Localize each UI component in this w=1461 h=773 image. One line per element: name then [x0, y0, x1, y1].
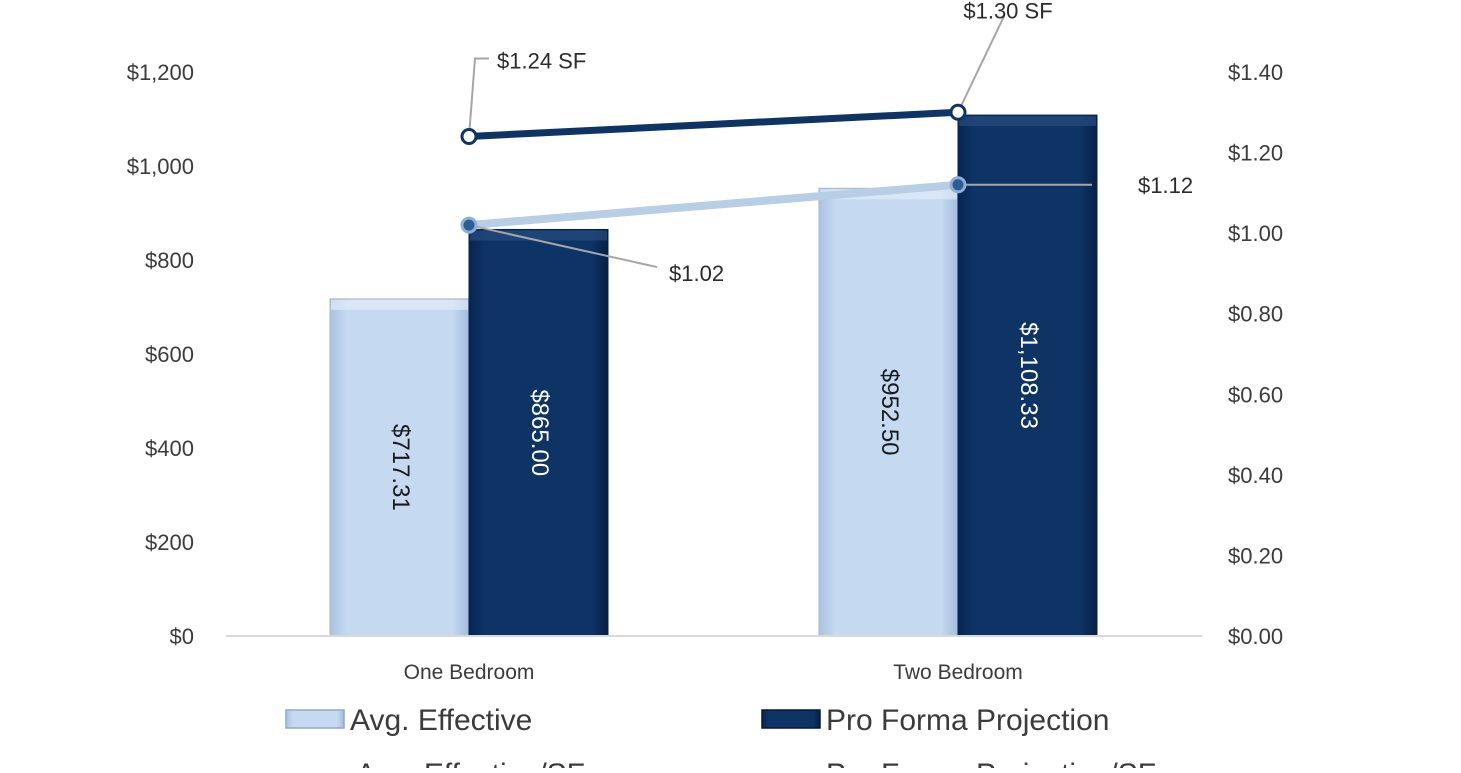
legend-item-avg-effective: Avg. Effective	[285, 704, 532, 737]
line-marker	[949, 103, 967, 121]
line-label-leader	[468, 224, 658, 269]
bar-avg-effective-bevel	[331, 299, 468, 310]
line-value-label: $1.12	[1138, 173, 1193, 198]
line-marker	[460, 216, 478, 234]
y2-tick-label: $0.20	[1228, 543, 1283, 568]
bars-layer	[329, 114, 1098, 637]
y-tick-label: $1,200	[127, 60, 194, 85]
bar-avg-effective	[818, 187, 959, 637]
bar-pro-forma	[468, 228, 609, 637]
legend-label-pro-forma: Pro Forma Projection	[826, 704, 1109, 737]
y-tick-label: $200	[145, 530, 194, 555]
y2-tick-label: $0.00	[1228, 624, 1283, 649]
y-axis-left: $0 $200 $400 $600 $800 $1,000 $1,200	[127, 60, 194, 649]
legend-swatch-pro-forma	[761, 709, 821, 729]
y-tick-label: $400	[145, 436, 194, 461]
y2-tick-label: $1.20	[1228, 141, 1283, 166]
legend-label-avg-effective: Avg. Effective	[350, 704, 532, 737]
bar-value-label: $865.00	[526, 389, 553, 476]
bar-pro-forma-bevel	[959, 116, 1096, 127]
y-tick-label: $0	[170, 624, 194, 649]
bar-value-label: $952.50	[876, 369, 903, 456]
lines-layer: $1.02 $1.12 $1.24 SF $1.30 SF	[460, 0, 1193, 286]
y2-tick-label: $1.00	[1228, 221, 1283, 246]
y2-tick-label: $0.40	[1228, 463, 1283, 488]
line-value-label: $1.30 SF	[963, 0, 1052, 23]
y-tick-label: $1,000	[127, 154, 194, 179]
line-pro-forma-sf	[465, 108, 962, 140]
line-marker	[460, 127, 478, 145]
legend-label-pro-forma-sf: Pro Forma Projection/SF	[826, 758, 1156, 768]
legend-label-avg-effective-sf: Avg. Effective/SF	[356, 758, 585, 768]
bar-value-label: $717.31	[387, 424, 414, 511]
bar-value-label: $1,108.33	[1015, 322, 1042, 429]
legend: Avg. Effective Pro Forma Projection Avg.…	[285, 704, 1156, 773]
bar-pro-forma	[957, 114, 1098, 637]
bar-labels: $717.31 $952.50 $865.00 $1,108.33	[387, 322, 1042, 511]
legend-item-pro-forma: Pro Forma Projection	[761, 704, 1109, 737]
y2-tick-label: $0.80	[1228, 302, 1283, 327]
x-axis: One Bedroom Two Bedroom	[404, 661, 1023, 684]
bar-avg-effective	[329, 298, 470, 637]
line-label-leader	[957, 15, 1005, 113]
bar-pro-forma-bevel	[470, 230, 607, 241]
y-axis-right: $0.00 $0.20 $0.40 $0.60 $0.80 $1.00 $1.20 $1.40	[1228, 60, 1283, 649]
category-label: One Bedroom	[404, 661, 535, 684]
legend-swatch-avg-effective	[285, 709, 345, 729]
legend-row2-partial: Avg. Effective/SF Pro Forma Projection/S…	[356, 758, 1156, 773]
line-label-leader	[468, 57, 489, 137]
line-value-label: $1.24 SF	[497, 48, 586, 73]
y2-tick-label: $1.40	[1228, 60, 1283, 85]
category-label: Two Bedroom	[893, 661, 1023, 684]
line-avg-effective-sf	[465, 180, 962, 230]
y-tick-label: $600	[145, 342, 194, 367]
line-value-label: $1.02	[669, 261, 724, 286]
y-tick-label: $800	[145, 248, 194, 273]
y2-tick-label: $0.60	[1228, 382, 1283, 407]
line-marker	[949, 176, 967, 194]
